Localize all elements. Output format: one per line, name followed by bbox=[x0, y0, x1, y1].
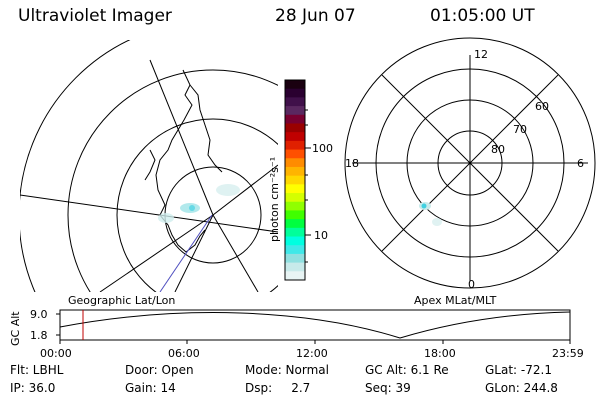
colorbar-cell bbox=[285, 227, 305, 238]
footer-gain: Gain: 14 bbox=[125, 381, 176, 395]
footer-door: Door: Open bbox=[125, 363, 194, 377]
colorbar-cell bbox=[285, 210, 305, 220]
colorbar-cell bbox=[285, 88, 305, 98]
timeline-xtick: 00:00 bbox=[40, 347, 72, 360]
footer-filter: Flt: LBHL bbox=[10, 363, 64, 377]
mlt-label-18: 18 bbox=[345, 157, 359, 170]
footer-glon: GLon: 244.8 bbox=[485, 381, 558, 395]
lat-label-80: 80 bbox=[491, 143, 505, 156]
aurora-blobs-right bbox=[419, 202, 442, 226]
image-time: 01:05:00 UT bbox=[430, 6, 535, 26]
colorbar-tick-10: 10 bbox=[314, 229, 328, 242]
lat-label-70: 70 bbox=[513, 123, 527, 136]
colorbar-cell bbox=[285, 271, 305, 281]
colorbar-cell bbox=[285, 166, 305, 177]
colorbar-cell bbox=[285, 106, 305, 116]
footer-dsp: Dsp: 2.7 bbox=[245, 381, 310, 395]
colorbar-cell bbox=[285, 193, 305, 203]
altitude-timeline: GC Alt 9.0 1.8 00:00 06:00 12:00 18:00 2… bbox=[9, 308, 584, 360]
colorbar-cell bbox=[285, 175, 305, 185]
timeline-ylabel: GC Alt bbox=[9, 311, 22, 346]
footer-glat: GLat: -72.1 bbox=[485, 363, 552, 377]
geographic-map bbox=[20, 40, 278, 292]
image-date: 28 Jun 07 bbox=[275, 6, 356, 26]
colorbar-cell bbox=[285, 236, 305, 246]
lat-label-60: 60 bbox=[535, 100, 549, 113]
colorbar-cell bbox=[285, 262, 305, 272]
colorbar-cell bbox=[285, 201, 305, 211]
colorbar-cell bbox=[285, 184, 305, 194]
footer-seq: Seq: 39 bbox=[365, 381, 411, 395]
footer-mode: Mode: Normal bbox=[245, 363, 329, 377]
timeline-xtick: 23:59 bbox=[552, 347, 584, 360]
colorbar-label: photon cm⁻²s⁻¹ bbox=[268, 157, 281, 242]
colorbar-cell bbox=[285, 132, 305, 142]
colorbar: 100 10 photon cm⁻²s⁻¹ bbox=[268, 79, 333, 281]
right-map-label: Apex MLat/MLT bbox=[414, 294, 497, 307]
timeline-ytick-high: 9.0 bbox=[30, 308, 48, 321]
colorbar-cell bbox=[285, 114, 305, 124]
timeline-xtick: 18:00 bbox=[424, 347, 456, 360]
timeline-xtick: 06:00 bbox=[168, 347, 200, 360]
mlt-label-12: 12 bbox=[474, 48, 488, 61]
status-footer: Flt: LBHL Door: Open Mode: Normal GC Alt… bbox=[10, 363, 558, 395]
colorbar-tick-100: 100 bbox=[312, 142, 333, 155]
colorbar-cell bbox=[285, 253, 305, 264]
colorbar-cell bbox=[285, 140, 305, 151]
left-map-label: Geographic Lat/Lon bbox=[68, 294, 175, 307]
timeline-ytick-low: 1.8 bbox=[30, 329, 48, 342]
footer-gc-alt: GC Alt: 6.1 Re bbox=[365, 363, 449, 377]
app-title: Ultraviolet Imager bbox=[18, 6, 172, 26]
timeline-xtick: 12:00 bbox=[296, 347, 328, 360]
colorbar-cell bbox=[285, 245, 305, 255]
colorbar-cell bbox=[285, 219, 305, 229]
aurora-blobs-left bbox=[158, 184, 240, 223]
colorbar-cell bbox=[285, 158, 305, 168]
mlt-label-6: 6 bbox=[577, 157, 584, 170]
footer-ip: IP: 36.0 bbox=[10, 381, 55, 395]
apex-polar-plot bbox=[344, 37, 596, 289]
colorbar-cell bbox=[285, 123, 305, 133]
mlt-label-0: 0 bbox=[468, 278, 475, 291]
colorbar-cell bbox=[285, 80, 305, 90]
colorbar-cell bbox=[285, 97, 305, 107]
colorbar-cell bbox=[285, 149, 305, 159]
